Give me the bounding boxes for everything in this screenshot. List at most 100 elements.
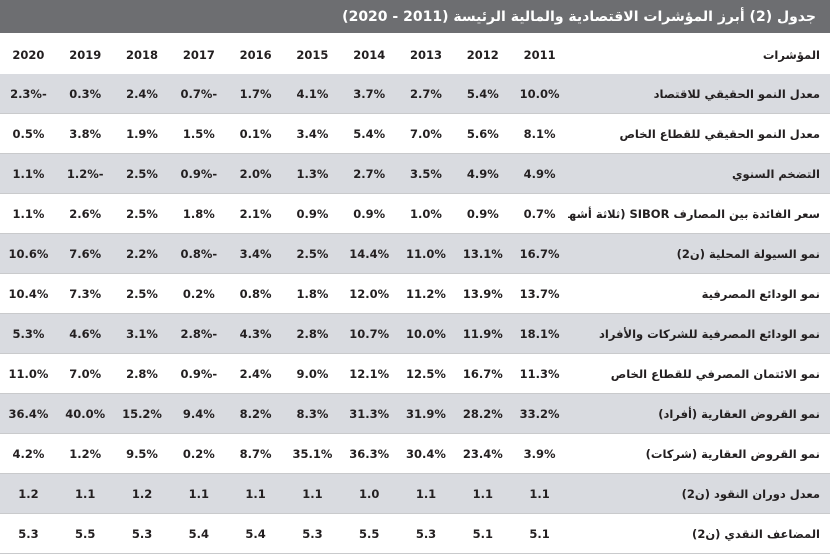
table-row: نمو القروض العقارية (أفراد) 33.2% 28.2% 31.… — [0, 393, 830, 434]
value-cell: 0.3% — [56, 74, 114, 114]
value-cell: 0.2% — [170, 273, 228, 314]
table-row: نمو القروض العقارية (شركات) 3.9% 23.4% 30.4… — [0, 433, 830, 474]
value-cell: 33.2% — [511, 393, 568, 434]
value-cell: 36.4% — [0, 393, 57, 434]
value-cell: 1.1 — [56, 473, 114, 514]
header-year: 2015 — [296, 48, 329, 62]
value-cell: 1.1 — [397, 473, 455, 514]
value-cell: 18.1% — [511, 313, 568, 354]
value-cell: 1.7% — [227, 74, 285, 114]
value-cell: 0.1% — [227, 113, 285, 154]
value-cell: 0.2% — [170, 433, 228, 474]
value-cell: 5.1 — [511, 513, 568, 554]
value-cell: 31.9% — [397, 393, 455, 434]
value-cell: 5.4 — [170, 513, 228, 554]
value-cell: 5.4% — [340, 113, 398, 154]
row-label: التضخم السنوي — [568, 153, 830, 194]
value-cell: 0.9% — [284, 193, 341, 234]
header-year: 2017 — [182, 48, 215, 62]
value-cell: 11.0% — [0, 353, 57, 394]
value-cell: 2.8% — [284, 313, 341, 354]
row-label: نمو السيولة المحلية (ن2) — [568, 233, 830, 274]
value-cell: 1.0% — [397, 193, 455, 234]
value-cell: 3.4% — [227, 233, 285, 274]
header-year: 2014 — [353, 48, 386, 62]
value-cell: 10.4% — [0, 273, 57, 314]
value-cell: 10.0% — [511, 74, 568, 114]
value-cell: 5.6% — [454, 113, 512, 154]
row-label: سعر الفائدة بين المصارف SIBOR (ثلاثة أشه… — [568, 193, 830, 234]
value-cell: -0.9% — [170, 353, 228, 394]
value-cell: 2.7% — [397, 74, 455, 114]
table-row: نمو الائتمان المصرفي للقطاع الخاص 11.3% 16… — [0, 353, 830, 394]
value-cell: 2.8% — [113, 353, 171, 394]
value-cell: 4.6% — [56, 313, 114, 354]
value-cell: 13.7% — [511, 273, 568, 314]
value-cell: 5.4 — [227, 513, 285, 554]
value-cell: 30.4% — [397, 433, 455, 474]
value-cell: 7.0% — [397, 113, 455, 154]
value-cell: 4.3% — [227, 313, 285, 354]
row-label: معدل النمو الحقيقي للقطاع الخاص — [568, 113, 830, 154]
value-cell: 8.3% — [284, 393, 341, 434]
value-cell: 5.3 — [113, 513, 171, 554]
header-year: 2016 — [239, 48, 272, 62]
value-cell: 12.1% — [340, 353, 398, 394]
value-cell: 4.1% — [284, 74, 341, 114]
value-cell: 2.5% — [113, 153, 171, 194]
value-cell: -2.3% — [0, 74, 57, 114]
value-cell: 8.1% — [511, 113, 568, 154]
value-cell: 2.2% — [113, 233, 171, 274]
value-cell: 36.3% — [340, 433, 398, 474]
value-cell: 23.4% — [454, 433, 512, 474]
value-cell: 31.3% — [340, 393, 398, 434]
header-year: 2020 — [12, 48, 45, 62]
row-label: معدل دوران النقود (ن2) — [568, 473, 830, 514]
value-cell: 11.2% — [397, 273, 455, 314]
value-cell: 9.0% — [284, 353, 341, 394]
value-cell: 0.8% — [227, 273, 285, 314]
value-cell: 4.9% — [454, 153, 512, 194]
value-cell: 1.1% — [0, 193, 57, 234]
table-row: سعر الفائدة بين المصارف SIBOR (ثلاثة أشه… — [0, 193, 830, 234]
value-cell: 1.9% — [113, 113, 171, 154]
header-year: 2011 — [523, 48, 556, 62]
value-cell: 1.1 — [454, 473, 512, 514]
table-row: معدل النمو الحقيقي للقطاع الخاص 8.1% 5.6% 7… — [0, 113, 830, 154]
table-row: معدل دوران النقود (ن2) 1.1 1.1 1.1 1.0 1.1 1.1… — [0, 473, 830, 514]
row-label: نمو الودائع المصرفية للشركات والأفراد — [568, 313, 830, 354]
value-cell: 15.2% — [113, 393, 171, 434]
value-cell: 1.2 — [0, 473, 57, 514]
value-cell: 11.9% — [454, 313, 512, 354]
value-cell: 11.3% — [511, 353, 568, 394]
table-title: جدول (2) أبرز المؤشرات الاقتصادية والمال… — [342, 8, 816, 25]
value-cell: 13.1% — [454, 233, 512, 274]
row-label: نمو القروض العقارية (شركات) — [568, 433, 830, 474]
value-cell: 3.4% — [284, 113, 341, 154]
value-cell: 0.7% — [511, 193, 568, 234]
value-cell: 0.9% — [340, 193, 398, 234]
row-label: معدل النمو الحقيقي للاقتصاد — [568, 74, 830, 114]
value-cell: 2.6% — [56, 193, 114, 234]
value-cell: -0.9% — [170, 153, 228, 194]
table-body: معدل النمو الحقيقي للاقتصاد 10.0% 5.4% 2.7%… — [0, 74, 830, 554]
value-cell: 2.7% — [340, 153, 398, 194]
value-cell: 4.2% — [0, 433, 57, 474]
value-cell: 7.3% — [56, 273, 114, 314]
value-cell: 5.4% — [454, 74, 512, 114]
value-cell: 35.1% — [284, 433, 341, 474]
value-cell: 5.5 — [340, 513, 398, 554]
value-cell: 16.7% — [511, 233, 568, 274]
value-cell: 1.1 — [170, 473, 228, 514]
value-cell: -2.8% — [170, 313, 228, 354]
value-cell: 0.9% — [454, 193, 512, 234]
value-cell: 9.5% — [113, 433, 171, 474]
value-cell: 12.5% — [397, 353, 455, 394]
value-cell: 7.6% — [56, 233, 114, 274]
value-cell: 5.3% — [0, 313, 57, 354]
header-year: 2019 — [69, 48, 102, 62]
value-cell: 3.8% — [56, 113, 114, 154]
header-year: 2012 — [466, 48, 499, 62]
value-cell: 10.0% — [397, 313, 455, 354]
